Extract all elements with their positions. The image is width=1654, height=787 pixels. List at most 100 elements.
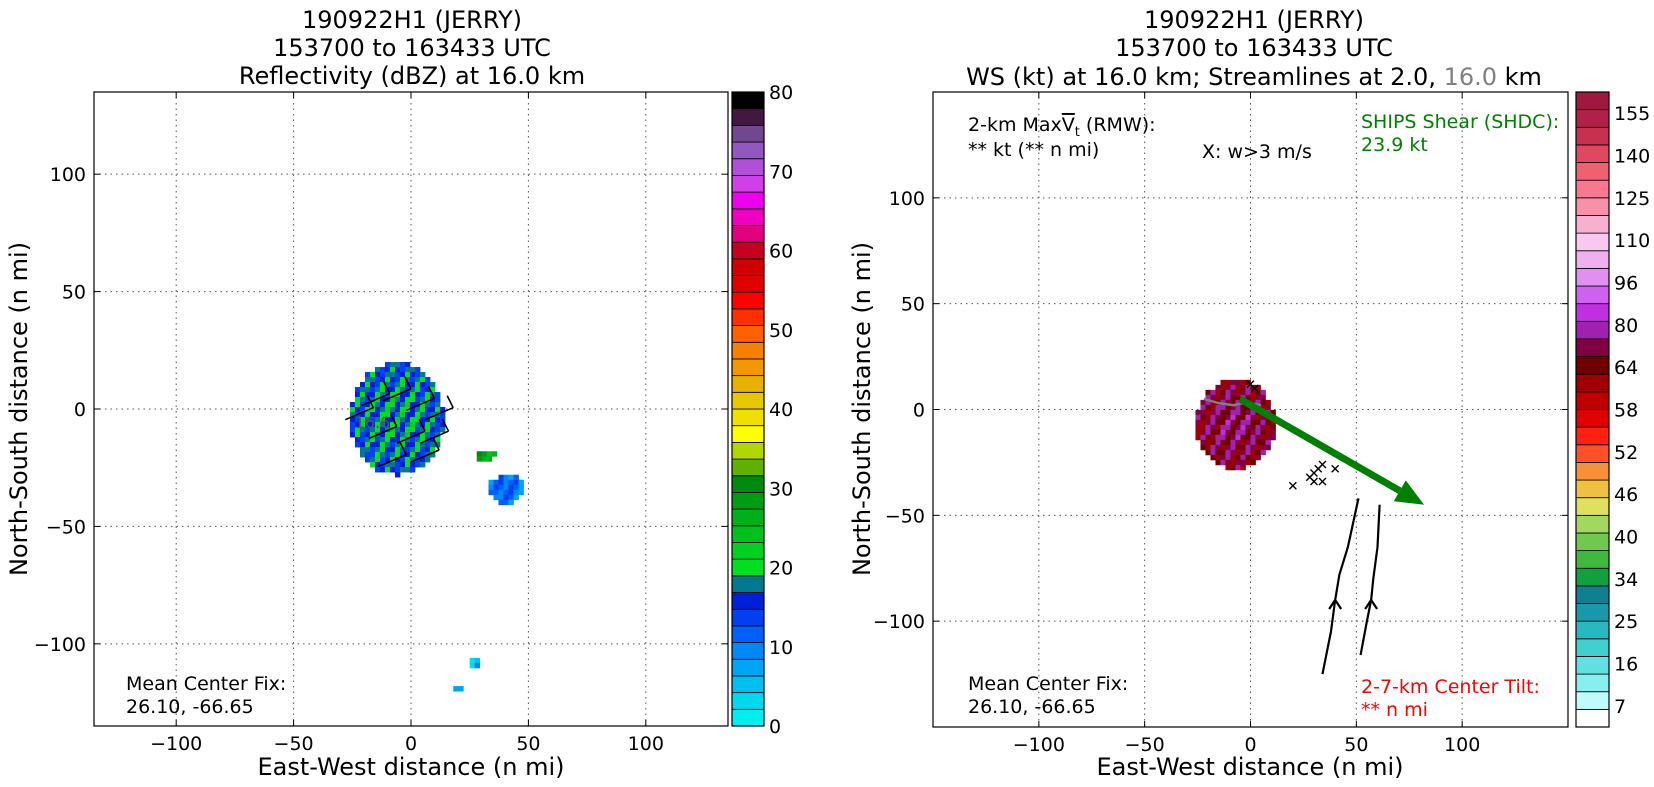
echo-cell [1255,399,1261,406]
maxvt-symbol: V [1062,114,1075,136]
echo-cell [394,407,401,413]
echo-cell [1225,409,1231,416]
echo-cell [1255,419,1261,426]
echo-cell [1220,439,1226,446]
echo-cell [409,412,416,418]
colorbar-tick-label: 30 [769,478,793,500]
echo-cell [481,451,488,457]
echo-cell [384,467,391,473]
echo-cell [1255,434,1261,441]
echo-cell [429,387,436,393]
echo-cell [404,452,411,458]
echo-cell [1215,449,1221,456]
echo-cell [399,377,406,383]
colorbar-bin [1575,373,1610,393]
echo-cell [1260,439,1266,446]
echo-cell [374,402,381,408]
x-tick-label: 100 [628,733,664,755]
echo-cell [374,407,381,413]
echo-cell [399,432,406,438]
echo-cell [424,397,431,403]
echo-cell [1240,459,1246,466]
echo-cell [508,499,514,506]
echo-cell [404,392,411,398]
wind-barb [368,425,398,440]
colorbar-bin [1575,197,1610,216]
colorbar-tick-label: 7 [1614,696,1626,718]
echo-cell [399,427,406,433]
echo-cell [1215,389,1221,396]
echo-cell [1270,429,1276,436]
left-panel: 190922H1 (JERRY) 153700 to 163433 UTC Re… [5,6,793,781]
echo-cell [374,417,381,423]
echo-cell [1205,394,1211,401]
colorbar-bin [731,525,765,543]
echo-cell [359,392,366,398]
echo-cell [409,447,416,453]
echo-cell [349,427,356,433]
echo-cell [409,457,416,463]
echo-cell [503,494,509,501]
colorbar-tick-label: 20 [769,558,793,580]
echo-cell [359,442,366,448]
echo-cell [1245,389,1251,396]
echo-cell [394,457,401,463]
wind-barb-flag [404,376,412,390]
echo-cell [374,392,381,398]
colorbar-bin [731,475,765,493]
echo-cell [1200,444,1206,451]
echo-cell [1225,434,1231,441]
echo-cell [394,432,401,438]
echo-cell [1230,394,1236,401]
colorbar-bin [1575,144,1610,163]
echo-cell [374,412,381,418]
left-y-axis: −100 −50 0 50 100 [34,164,728,656]
echo-cell [389,452,396,458]
x-tick-label: 0 [1244,734,1256,756]
colorbar-bin [1575,567,1610,587]
echo-cell [486,456,493,462]
echo-cell [1215,409,1221,416]
colorbar-tick-label: 58 [1614,400,1638,422]
echo-cell [414,377,421,383]
echo-cell [364,412,371,418]
echo-cell [364,372,371,378]
echo-cell [1200,409,1206,416]
echo-cell [364,382,371,388]
echo-cell [1230,389,1236,396]
x-tick-label: −100 [1013,734,1065,756]
echo-cell [513,494,519,501]
colorbar-bin [1575,409,1610,428]
echo-cell [424,392,431,398]
echo-cell [439,427,446,433]
y-tick-label: 0 [913,400,925,422]
echo-cell [1230,414,1236,421]
echo-cell [1225,399,1231,406]
echo-cell [498,499,504,506]
echo-cell [1240,434,1246,441]
echo-cell [359,452,366,458]
echo-cell [414,427,421,433]
echo-cell [1195,429,1201,436]
echo-cell [434,417,441,423]
echo-cell [1245,439,1251,446]
right-plot-area [933,92,1568,727]
shear-arrow-head [1393,480,1425,505]
echo-cell [364,392,371,398]
echo-cell [379,452,386,458]
echo-cell [1260,449,1266,456]
echo-cell [1225,464,1231,471]
colorbar-bin [731,692,765,710]
echo-cell [369,412,376,418]
echo-cell [503,474,509,481]
wind-barb [424,406,454,421]
echo-cell [518,489,524,496]
echo-cell [389,407,396,413]
echo-cell [1215,429,1221,436]
echo-cell [394,447,401,453]
echo-cell [404,362,411,368]
y-tick-label: −100 [873,611,925,633]
echo-cell [399,367,406,373]
echo-cell [374,467,381,473]
